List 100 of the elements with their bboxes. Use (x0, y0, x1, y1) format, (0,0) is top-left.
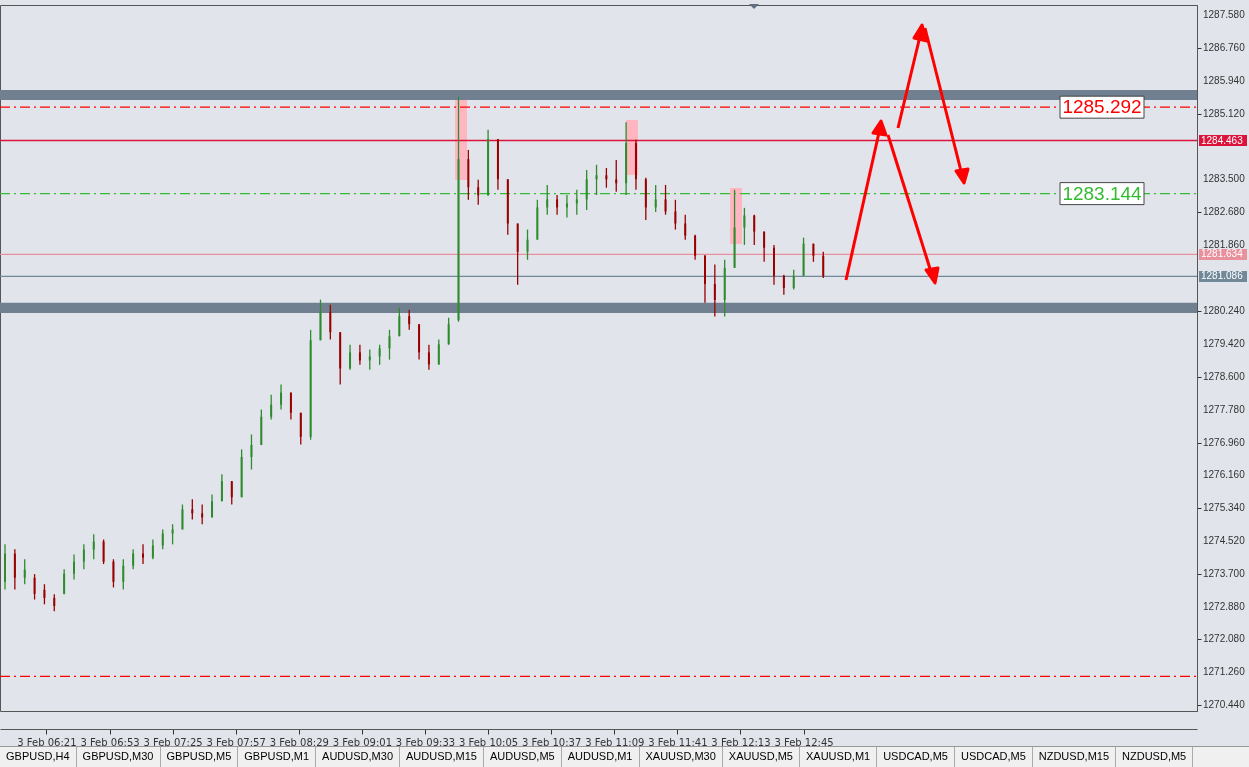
candlestick (270, 393, 273, 421)
text: GBPUSD,M1 (238, 747, 317, 767)
ref-line-label: 1285.292 (1062, 96, 1142, 118)
candlestick (536, 199, 539, 241)
y-tick-label: 1271.260 (1203, 665, 1246, 677)
candlestick (102, 538, 105, 565)
y-tick-label: 1277.780 (1203, 403, 1246, 415)
candlestick (92, 533, 95, 560)
x-tick-label: 3 Feb 08:29 (269, 736, 329, 748)
candlestick (772, 244, 775, 286)
x-tick-label: 3 Feb 06:53 (80, 736, 140, 748)
candlestick (309, 329, 312, 441)
y-tick-label: 1283.500 (1203, 173, 1246, 185)
candlestick (220, 473, 223, 502)
y-tick-label: 1285.940 (1203, 75, 1246, 87)
candlestick (181, 503, 184, 531)
candlestick (122, 558, 125, 591)
text: GBPUSD,M30 (76, 747, 161, 767)
y-tick-label: 1286.760 (1203, 42, 1246, 54)
candlestick (132, 548, 135, 570)
x-tick-label: 3 Feb 10:37 (522, 736, 582, 748)
text: GBPUSD,M5 (160, 747, 239, 767)
text: USDCAD,M5 (954, 747, 1033, 767)
text: NZDUSD,M15 (1032, 747, 1117, 767)
text: AUDUSD,M1 (561, 747, 640, 767)
candlestick (280, 383, 283, 411)
x-tick-label: 3 Feb 09:01 (332, 736, 393, 748)
candlestick (240, 448, 243, 498)
text: AUDUSD,M30 (316, 747, 400, 767)
candlestick (743, 207, 746, 246)
y-tick-label: 1280.240 (1203, 304, 1246, 316)
candlestick (694, 234, 697, 261)
candlestick (349, 344, 352, 371)
ref-line-label: 1281.086 (1201, 270, 1244, 282)
candlestick (546, 184, 549, 216)
candlestick (792, 269, 795, 291)
x-tick-label: 3 Feb 12:13 (711, 736, 771, 748)
x-tick-label: 3 Feb 07:25 (143, 736, 203, 748)
x-tick-label: 3 Feb 12:45 (774, 736, 834, 748)
candlestick (753, 214, 756, 246)
candlestick (142, 543, 145, 565)
candlestick (585, 169, 588, 211)
candlestick (73, 553, 76, 581)
candlestick (703, 254, 706, 304)
text: AUDUSD,M15 (400, 747, 484, 767)
candlestick (4, 543, 6, 591)
candlestick (250, 433, 253, 471)
candlestick (664, 184, 667, 216)
y-tick-label: 1278.600 (1203, 370, 1246, 382)
candlestick (358, 344, 361, 366)
candlestick (63, 568, 66, 595)
x-tick-label: 3 Feb 09:33 (395, 736, 456, 748)
y-tick-label: 1275.340 (1203, 501, 1246, 513)
text: GBPUSD,H4 (0, 747, 77, 767)
candlestick (684, 214, 687, 241)
y-tick-label: 1281.860 (1203, 239, 1246, 251)
candlestick (575, 189, 578, 216)
y-tick-label: 1272.880 (1203, 600, 1246, 612)
text: XAUUSD,M30 (639, 747, 723, 767)
candlestick (33, 573, 36, 601)
y-tick-label: 1274.520 (1203, 534, 1246, 546)
y-tick-label: 1270.440 (1203, 698, 1246, 710)
y-tick-label: 1287.580 (1203, 9, 1246, 21)
y-tick-label: 1285.120 (1203, 108, 1246, 120)
candlestick (782, 274, 785, 296)
candlestick (477, 179, 480, 206)
text: NZDUSD,M5 (1116, 747, 1194, 767)
candlestick (23, 558, 26, 585)
candlestick (289, 391, 292, 421)
candlestick (437, 338, 440, 366)
candlestick (82, 543, 85, 570)
candlestick (427, 344, 430, 371)
x-tick-label: 3 Feb 06:21 (17, 736, 77, 748)
candlestick (615, 159, 618, 193)
candlestick (201, 503, 204, 525)
candlestick (112, 558, 115, 589)
candlestick (822, 251, 825, 279)
candlestick (595, 164, 598, 196)
ref-line-label: 1283.144 (1062, 182, 1143, 204)
y-tick-label: 1276.960 (1203, 436, 1246, 448)
x-tick-label: 3 Feb 07:57 (206, 736, 266, 748)
candlestick (378, 344, 381, 366)
candlestick (161, 528, 164, 550)
candlestick (556, 194, 559, 216)
y-tick-label: 1279.420 (1203, 337, 1246, 349)
ref-line-label: 1281.634 (1201, 248, 1244, 260)
candlestick (329, 304, 332, 341)
candlestick (151, 538, 154, 560)
candlestick (388, 329, 391, 361)
text: XAUUSD,M1 (799, 747, 878, 767)
candlestick (526, 228, 529, 261)
candlestick (713, 263, 716, 318)
y-tick-label: 1282.680 (1203, 206, 1246, 218)
text: XAUUSD,M5 (722, 747, 800, 767)
candlestick (171, 523, 174, 546)
x-tick-label: 3 Feb 11:09 (585, 736, 645, 748)
text: USDCAD,M5 (877, 747, 955, 767)
candlestick (447, 317, 450, 346)
candlestick (812, 243, 815, 263)
candlestick (802, 237, 805, 277)
